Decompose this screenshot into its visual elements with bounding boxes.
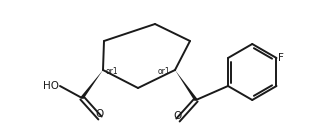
Text: or1: or1	[106, 67, 119, 76]
Text: O: O	[96, 109, 104, 119]
Text: F: F	[279, 53, 284, 63]
Polygon shape	[175, 70, 198, 101]
Text: HO: HO	[43, 81, 59, 91]
Text: or1: or1	[158, 67, 171, 76]
Text: O: O	[174, 111, 182, 121]
Polygon shape	[81, 70, 103, 99]
